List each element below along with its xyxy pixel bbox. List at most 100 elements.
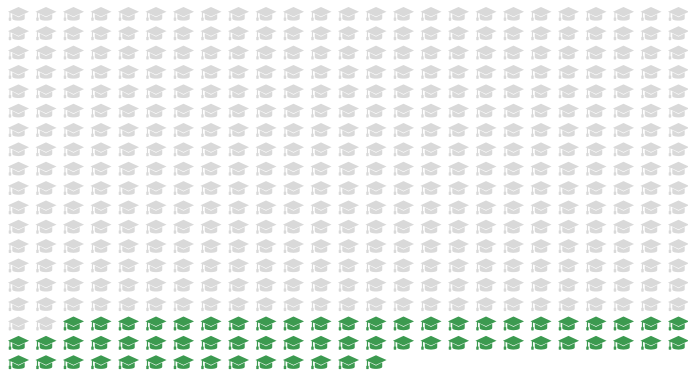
icon bbox=[7, 45, 30, 60]
icon bbox=[557, 84, 580, 99]
icon bbox=[200, 316, 222, 331]
icon bbox=[62, 239, 85, 254]
icon bbox=[117, 219, 140, 234]
icon bbox=[447, 84, 470, 99]
icon bbox=[640, 45, 662, 60]
icon bbox=[447, 65, 470, 79]
icon bbox=[172, 65, 195, 79]
icon bbox=[557, 123, 580, 137]
icon bbox=[667, 6, 688, 21]
icon bbox=[172, 181, 195, 196]
icon bbox=[255, 316, 277, 331]
icon bbox=[612, 65, 635, 79]
icon bbox=[557, 103, 580, 118]
icon bbox=[502, 181, 525, 196]
icon bbox=[172, 297, 195, 312]
icon bbox=[640, 316, 662, 331]
icon bbox=[62, 6, 85, 21]
icon bbox=[172, 258, 195, 273]
icon bbox=[392, 316, 415, 331]
icon bbox=[667, 142, 688, 157]
icon bbox=[612, 239, 635, 254]
icon bbox=[227, 65, 250, 79]
icon bbox=[392, 26, 415, 41]
icon bbox=[640, 181, 662, 196]
icon bbox=[612, 142, 635, 157]
icon bbox=[502, 335, 525, 350]
icon bbox=[90, 181, 112, 196]
icon bbox=[502, 239, 525, 254]
icon bbox=[282, 297, 305, 312]
icon bbox=[640, 297, 662, 312]
icon bbox=[62, 142, 85, 157]
icon bbox=[337, 200, 360, 215]
icon bbox=[255, 65, 277, 79]
icon bbox=[337, 316, 360, 331]
icon bbox=[365, 6, 387, 21]
icon bbox=[420, 181, 442, 196]
icon bbox=[62, 219, 85, 234]
icon bbox=[337, 84, 360, 99]
icon bbox=[255, 84, 277, 99]
icon bbox=[200, 6, 222, 21]
icon bbox=[7, 103, 30, 118]
icon bbox=[35, 219, 57, 234]
icon bbox=[585, 103, 607, 118]
icon bbox=[667, 239, 688, 254]
icon bbox=[420, 65, 442, 79]
icon bbox=[557, 45, 580, 60]
icon bbox=[530, 200, 552, 215]
icon bbox=[282, 161, 305, 176]
icon bbox=[310, 297, 332, 312]
icon bbox=[35, 45, 57, 60]
icon bbox=[117, 277, 140, 292]
icon bbox=[667, 258, 688, 273]
icon bbox=[502, 123, 525, 137]
icon bbox=[337, 161, 360, 176]
icon bbox=[62, 161, 85, 176]
icon bbox=[337, 103, 360, 118]
icon bbox=[612, 316, 635, 331]
icon bbox=[337, 26, 360, 41]
icon bbox=[447, 142, 470, 157]
icon bbox=[227, 200, 250, 215]
icon bbox=[117, 258, 140, 273]
icon bbox=[7, 84, 30, 99]
icon bbox=[640, 258, 662, 273]
icon bbox=[172, 103, 195, 118]
icon bbox=[392, 219, 415, 234]
icon bbox=[227, 181, 250, 196]
icon bbox=[530, 277, 552, 292]
icon bbox=[475, 181, 497, 196]
icon bbox=[365, 297, 387, 312]
icon bbox=[530, 258, 552, 273]
icon bbox=[200, 258, 222, 273]
icon bbox=[145, 219, 167, 234]
icon bbox=[200, 84, 222, 99]
icon bbox=[62, 258, 85, 273]
icon bbox=[337, 45, 360, 60]
icon bbox=[365, 142, 387, 157]
icon bbox=[310, 181, 332, 196]
icon bbox=[475, 84, 497, 99]
icon bbox=[90, 297, 112, 312]
icon bbox=[310, 277, 332, 292]
icon bbox=[62, 277, 85, 292]
icon bbox=[227, 277, 250, 292]
icon bbox=[447, 200, 470, 215]
icon bbox=[612, 161, 635, 176]
icon bbox=[447, 316, 470, 331]
icon bbox=[365, 200, 387, 215]
icon bbox=[365, 258, 387, 273]
icon bbox=[420, 219, 442, 234]
icon bbox=[200, 277, 222, 292]
icon bbox=[172, 355, 195, 370]
icon bbox=[255, 335, 277, 350]
icon bbox=[392, 103, 415, 118]
icon bbox=[475, 297, 497, 312]
icon bbox=[227, 355, 250, 370]
icon bbox=[392, 161, 415, 176]
icon bbox=[585, 181, 607, 196]
icon bbox=[227, 219, 250, 234]
